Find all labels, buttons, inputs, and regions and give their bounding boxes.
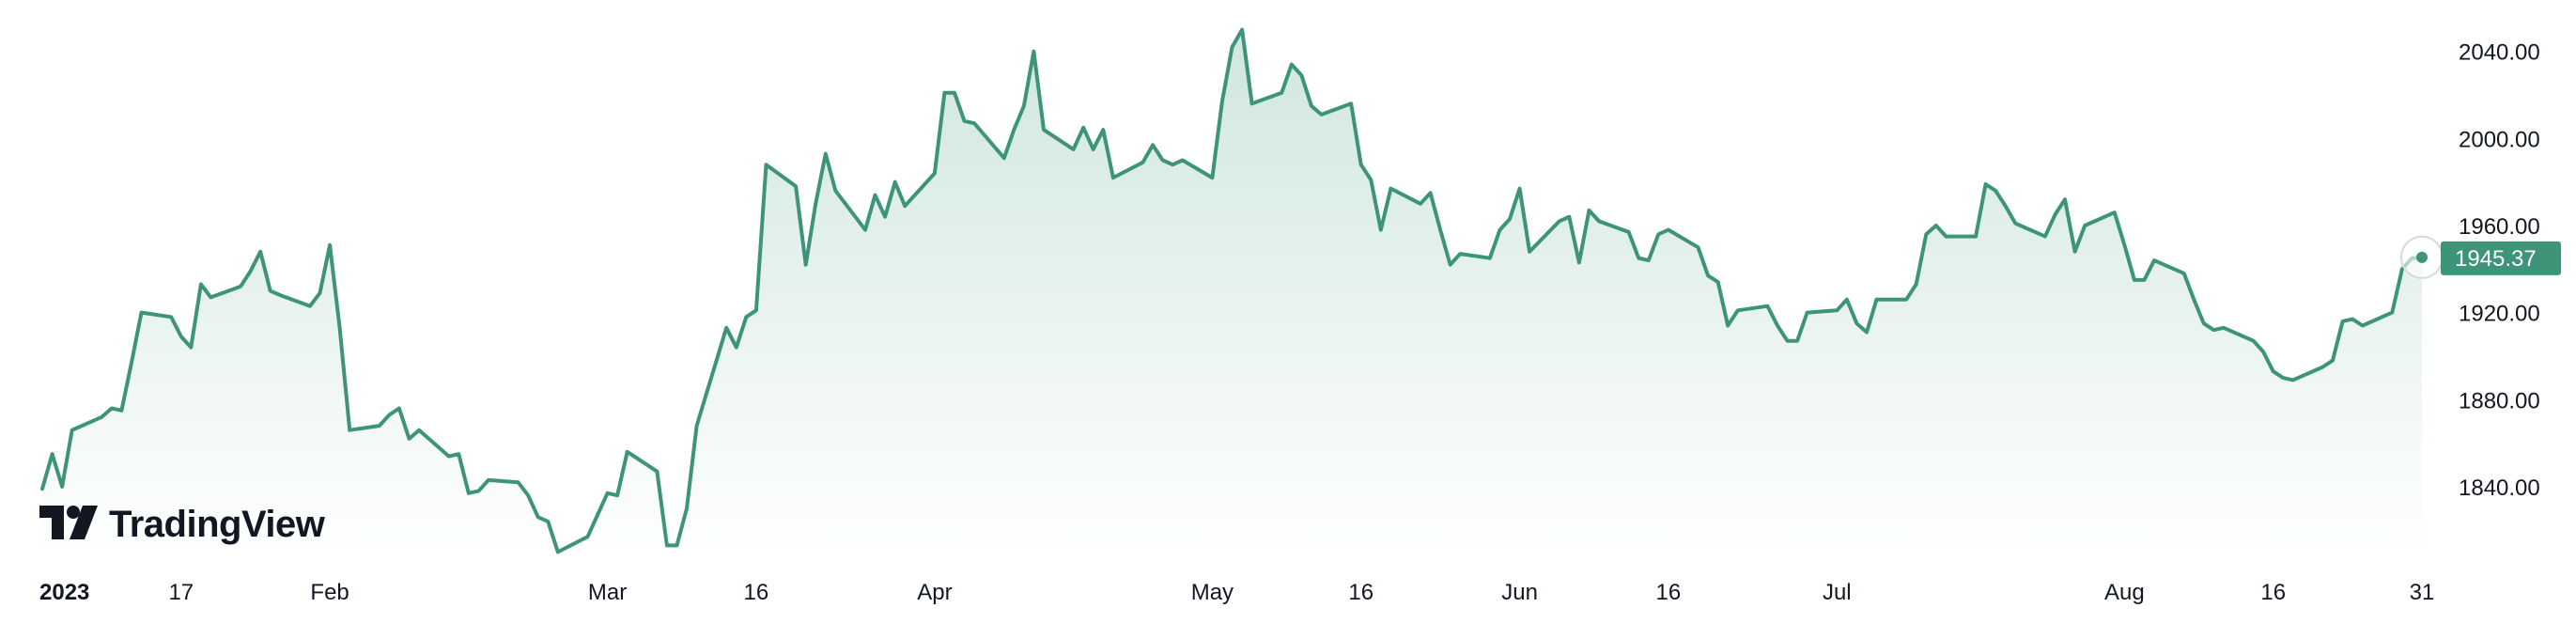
series-line <box>40 27 2424 554</box>
x-tick-label: 16 <box>744 580 769 605</box>
x-tick-label: 16 <box>1656 580 1682 605</box>
x-tick-label: 16 <box>1348 580 1373 605</box>
x-tick-label: 17 <box>168 580 194 605</box>
y-tick-label: 1880.00 <box>2459 388 2540 413</box>
price-axis[interactable]: 1840.00 1880.00 1920.00 1960.00 2000.00 2040.… <box>2459 40 2540 501</box>
tradingview-logo-icon <box>39 506 98 539</box>
tradingview-logo[interactable]: TradingView <box>39 504 326 545</box>
x-tick-label: Apr <box>917 580 952 605</box>
x-tick-label: Feb <box>310 580 349 605</box>
last-point-marker[interactable] <box>2416 251 2428 263</box>
last-price-label-bg <box>2441 241 2561 275</box>
last-price-label: 1945.37 <box>2441 241 2561 275</box>
y-tick-label: 1840.00 <box>2459 475 2540 501</box>
y-tick-label: 2040.00 <box>2459 40 2540 66</box>
x-tick-label: Mar <box>588 580 627 605</box>
x-tick-label: Aug <box>2104 580 2145 605</box>
x-tick-label: Jun <box>1501 580 1538 605</box>
x-tick-label: 16 <box>2260 580 2286 605</box>
x-tick-label: 31 <box>2410 580 2435 605</box>
last-price-label-text: 1945.37 <box>2455 246 2537 272</box>
x-tick-label: May <box>1191 580 1234 605</box>
tradingview-logo-text: TradingView <box>109 504 326 545</box>
y-tick-label: 2000.00 <box>2459 127 2540 152</box>
y-tick-label: 1960.00 <box>2459 214 2540 240</box>
x-tick-label: 2023 <box>39 580 89 605</box>
x-tick-label: Jul <box>1823 580 1852 605</box>
time-axis[interactable]: 2023 17 Feb Mar 16 Apr May 16 Jun 16 Jul Aug 16 31 <box>39 580 2434 605</box>
plot-area[interactable] <box>40 27 2444 557</box>
y-tick-label: 1920.00 <box>2459 302 2540 327</box>
series-area-fill <box>42 29 2422 557</box>
